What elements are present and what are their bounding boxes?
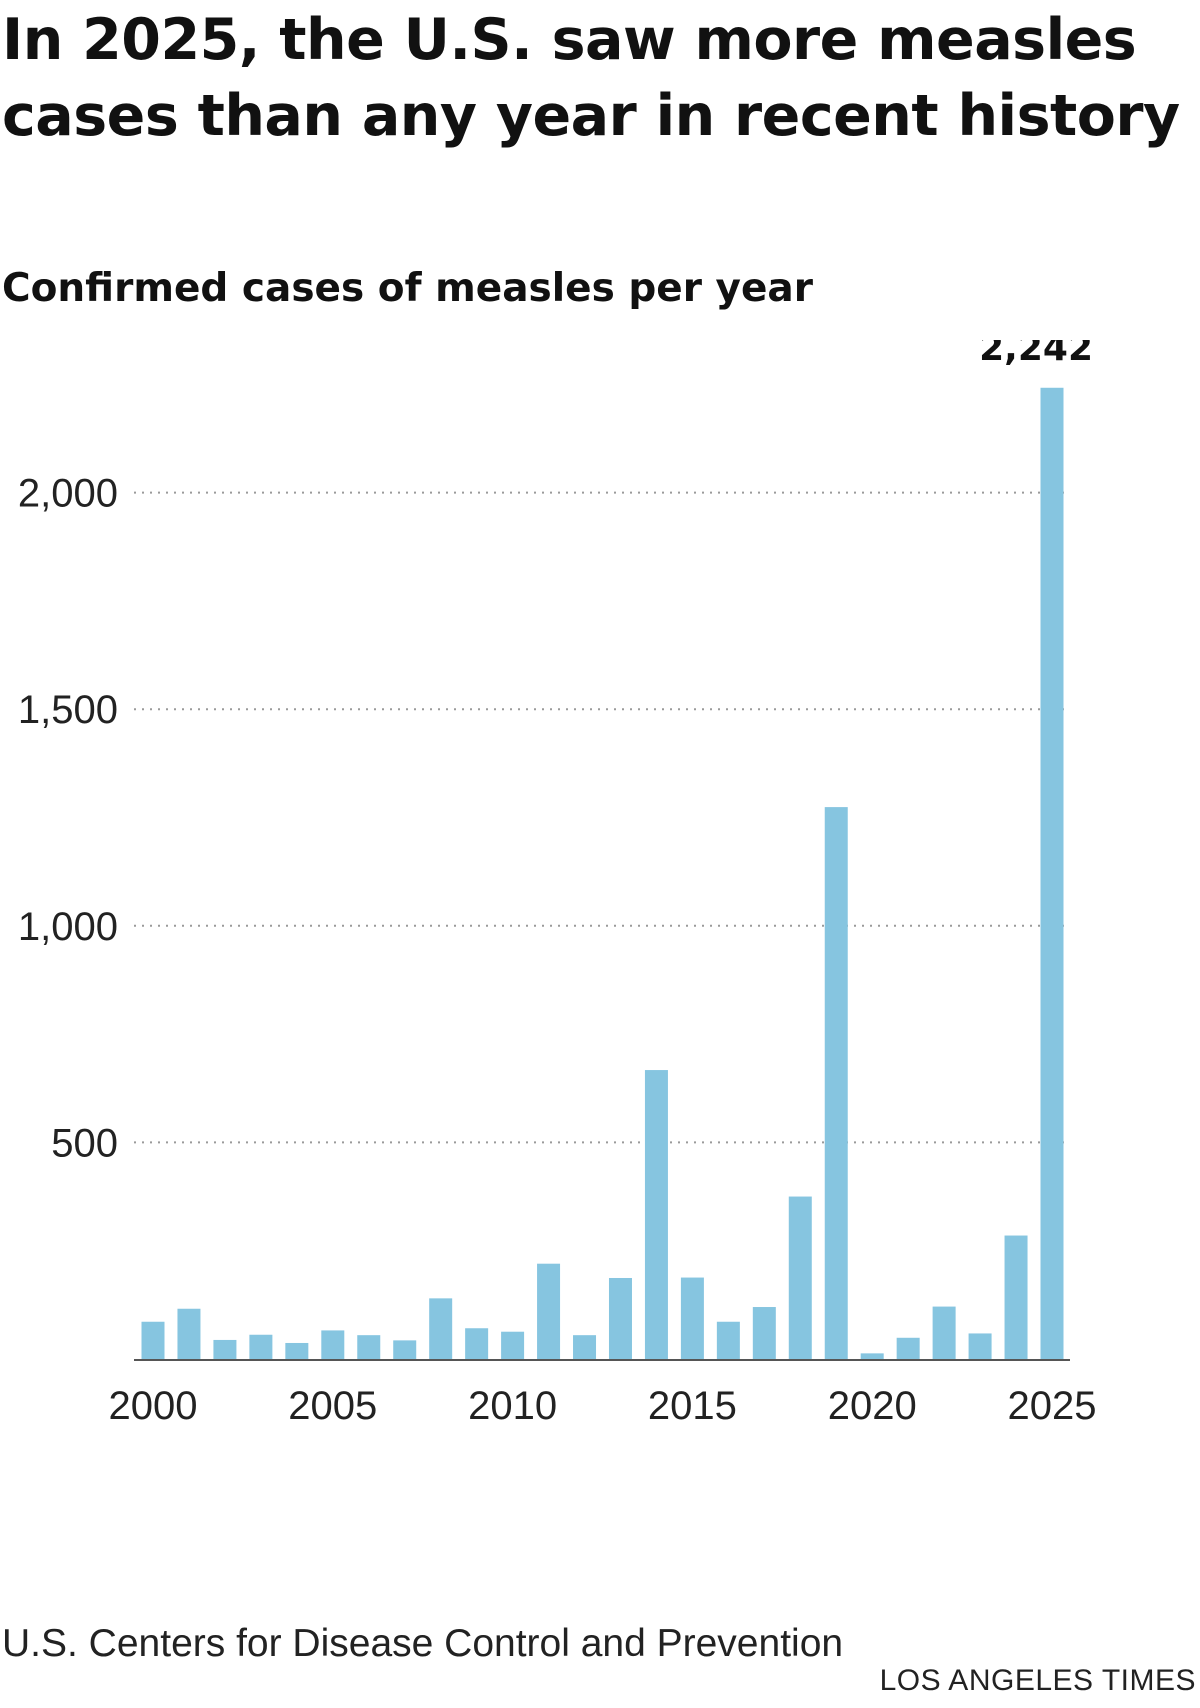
chart-subtitle: Confirmed cases of measles per year [2, 266, 813, 311]
bar-2007 [393, 1340, 417, 1359]
bar-2012 [573, 1335, 597, 1359]
y-tick-label: 1,000 [18, 905, 118, 949]
gridlines [134, 491, 1070, 1144]
bar-2022 [932, 1306, 956, 1359]
x-tick-label: 2020 [828, 1384, 917, 1428]
x-tick-label: 2025 [1008, 1384, 1097, 1428]
bar-2020 [860, 1353, 884, 1359]
bars [141, 387, 1064, 1359]
bar-2024 [1004, 1235, 1028, 1359]
bar-2004 [285, 1342, 309, 1359]
bar-2006 [357, 1335, 381, 1359]
bar-2001 [177, 1308, 201, 1359]
bar-2009 [465, 1328, 489, 1359]
x-tick-label: 2005 [288, 1384, 377, 1428]
bar-2023 [968, 1333, 992, 1359]
bar-2016 [716, 1321, 740, 1359]
x-tick-label: 2010 [468, 1384, 557, 1428]
bar-2008 [429, 1298, 453, 1359]
y-tick-label: 1,500 [18, 688, 118, 732]
bar-2000 [141, 1321, 165, 1359]
bar-2018 [788, 1196, 812, 1359]
x-tick-label: 2000 [109, 1384, 198, 1428]
bar-2003 [249, 1334, 273, 1359]
bar-2015 [680, 1277, 704, 1359]
bar-2017 [752, 1307, 776, 1359]
publisher-credit: LOS ANGELES TIMES [879, 1664, 1196, 1697]
x-tick-label: 2015 [648, 1384, 737, 1428]
annotations: 2,242 [979, 340, 1093, 369]
chart-title: In 2025, the U.S. saw more measles cases… [2, 7, 1180, 149]
bar-2013 [608, 1277, 632, 1359]
y-tick-label: 2,000 [18, 472, 118, 516]
bar-2010 [501, 1331, 525, 1359]
y-tick-label: 500 [51, 1121, 118, 1165]
source-note: U.S. Centers for Disease Control and Pre… [2, 1622, 844, 1665]
x-axis-tick-labels: 2000 2005 2010 2015 2020 2025 [109, 1384, 1097, 1428]
bar-2025 [1040, 387, 1064, 1359]
y-axis-tick-labels: 500 1,000 1,500 2,000 [18, 472, 118, 1166]
bar-2019 [824, 807, 848, 1359]
bar-2014 [644, 1070, 668, 1359]
data-label-2025: 2,242 [979, 340, 1093, 369]
bar-2011 [537, 1263, 561, 1359]
bar-2021 [896, 1337, 920, 1359]
bar-2002 [213, 1339, 237, 1359]
bar-2005 [321, 1330, 345, 1359]
